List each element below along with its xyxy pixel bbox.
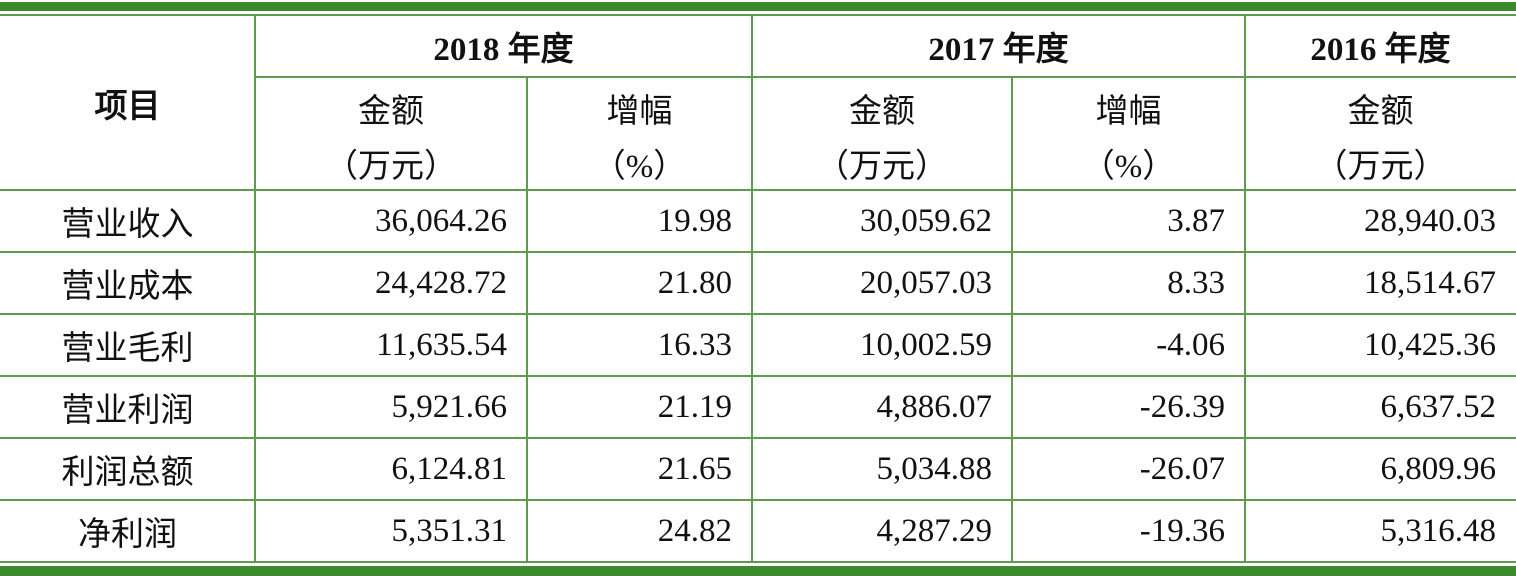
rule (1011, 77, 1013, 563)
rule (1244, 15, 1246, 563)
cell-value: 24.82 (657, 512, 732, 549)
cell-value: 36,064.26 (375, 202, 507, 239)
cell-value: -19.36 (1139, 512, 1225, 549)
row-label: 营业成本 (61, 269, 194, 305)
cell-value: -26.39 (1139, 388, 1225, 425)
cell-value: 4,287.29 (876, 512, 993, 549)
cell-value: 5,034.88 (876, 450, 993, 487)
column-name: 金额 (849, 94, 915, 130)
row-label: 营业收入 (61, 207, 194, 243)
bottom-band (0, 566, 1516, 576)
cell-value: 18,514.67 (1364, 264, 1496, 301)
cell-value: 30,059.62 (860, 202, 992, 239)
rule (254, 15, 256, 563)
column-name: 增幅 (1095, 94, 1162, 130)
cell-value: 4,886.07 (876, 388, 993, 425)
cell-value: 20,057.03 (860, 264, 992, 301)
cell-value: 28,940.03 (1364, 202, 1496, 239)
cell-value: 10,002.59 (860, 326, 992, 363)
rule (0, 561, 1516, 563)
cell-value: 21.80 (657, 264, 732, 301)
column-name: 金额 (1347, 94, 1414, 130)
rule (255, 76, 1516, 78)
year-header: 2018 年度 (433, 32, 574, 68)
cell-value: 16.33 (657, 326, 732, 363)
cell-value: 21.19 (657, 388, 732, 425)
rule (751, 15, 753, 563)
cell-value: 10,425.36 (1364, 326, 1496, 363)
cell-value: 19.98 (657, 202, 732, 239)
cell-value: 8.33 (1167, 264, 1225, 301)
column-unit: （万元） (1314, 149, 1447, 185)
column-name: 增幅 (606, 94, 673, 130)
rule (0, 437, 1516, 439)
row-label: 营业毛利 (61, 331, 194, 367)
rule (0, 313, 1516, 315)
row-label: 净利润 (78, 517, 177, 553)
cell-value: 6,637.52 (1380, 388, 1497, 425)
rule (0, 375, 1516, 377)
column-unit: （万元） (816, 149, 948, 185)
rule (0, 251, 1516, 253)
rule (0, 499, 1516, 501)
cell-value: 5,351.31 (391, 512, 508, 549)
cell-value: -4.06 (1156, 326, 1225, 363)
column-unit: （%） (592, 149, 687, 185)
row-label: 营业利润 (61, 393, 194, 429)
rule (526, 77, 528, 563)
cell-value: 6,124.81 (391, 450, 508, 487)
cell-value: 6,809.96 (1380, 450, 1497, 487)
cell-value: 3.87 (1167, 202, 1225, 239)
cell-value: 21.65 (657, 450, 732, 487)
year-header: 2016 年度 (1310, 32, 1451, 68)
rule (0, 14, 1516, 16)
header-item: 项目 (94, 88, 161, 125)
top-band (0, 2, 1516, 11)
cell-value: 24,428.72 (375, 264, 507, 301)
row-label: 利润总额 (61, 455, 194, 491)
rule (0, 189, 1516, 191)
column-unit: （%） (1081, 149, 1176, 185)
cell-value: 11,635.54 (376, 326, 507, 363)
cell-value: -26.07 (1139, 450, 1225, 487)
column-unit: （万元） (325, 149, 457, 185)
year-header: 2017 年度 (928, 32, 1069, 68)
cell-value: 5,921.66 (391, 388, 508, 425)
cell-value: 5,316.48 (1380, 512, 1497, 549)
column-name: 金额 (358, 94, 424, 130)
